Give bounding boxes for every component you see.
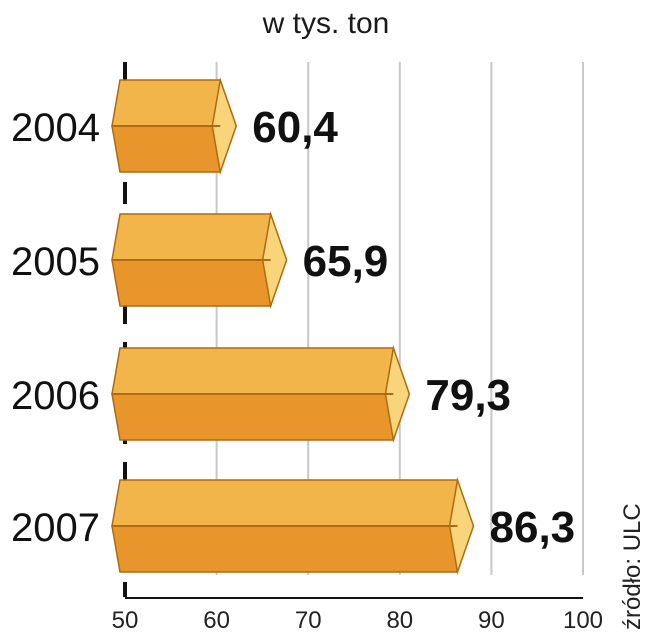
value-label-2007: 86,3 <box>490 503 576 552</box>
x-tick-labels: 50 60 70 80 90 100 <box>112 607 603 634</box>
value-label-2006: 79,3 <box>425 371 511 420</box>
category-label-2004: 2004 <box>11 106 100 150</box>
x-tick-label-90: 90 <box>478 607 505 634</box>
value-label-2004: 60,4 <box>252 103 338 152</box>
x-tick-label-80: 80 <box>386 607 413 634</box>
chart-subtitle: w tys. ton <box>262 7 390 40</box>
bars <box>111 77 475 575</box>
category-labels: 2004 2005 2006 2007 <box>11 106 100 550</box>
bar-2005 <box>111 211 288 309</box>
x-tick-label-70: 70 <box>295 607 322 634</box>
category-label-2006: 2006 <box>11 374 100 418</box>
x-tick-label-100: 100 <box>563 607 603 634</box>
x-tick-label-50: 50 <box>112 607 139 634</box>
bar-2006 <box>111 345 411 443</box>
bar-2007 <box>111 477 475 575</box>
source-label: źródło: ULC <box>619 503 646 630</box>
bar-2004 <box>111 77 238 175</box>
category-label-2005: 2005 <box>11 240 100 284</box>
category-label-2007: 2007 <box>11 506 100 550</box>
value-labels: 60,4 65,9 79,3 86,3 <box>252 103 575 552</box>
value-label-2005: 65,9 <box>303 237 389 286</box>
x-tick-label-60: 60 <box>203 607 230 634</box>
